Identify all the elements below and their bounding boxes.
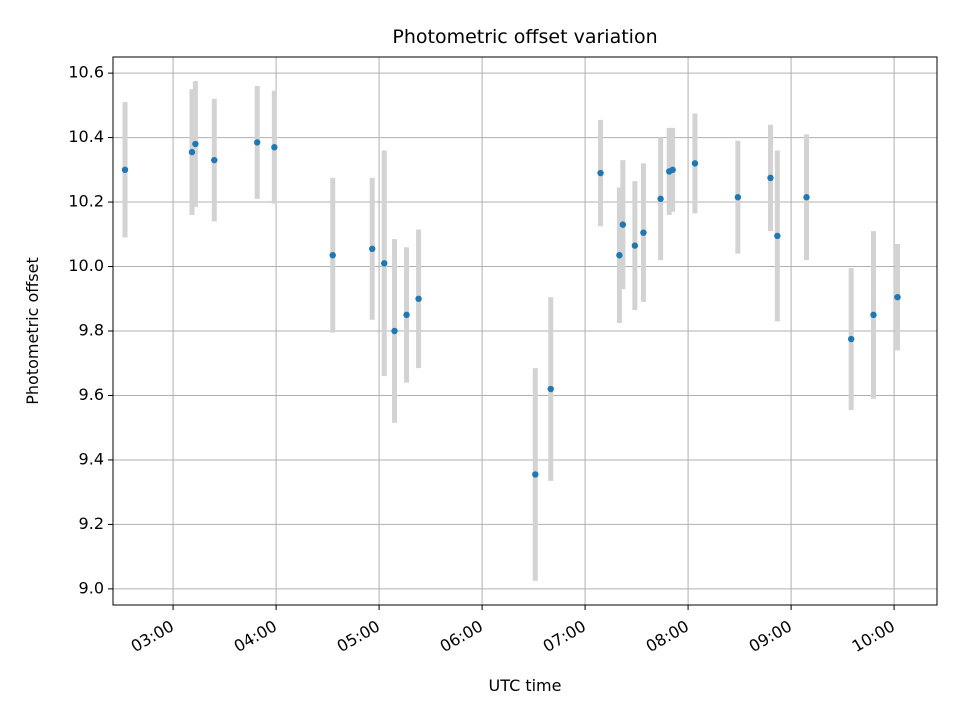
data-point bbox=[734, 194, 742, 201]
y-tick-label: 9.0 bbox=[79, 578, 104, 597]
data-point bbox=[616, 252, 623, 259]
data-point bbox=[192, 140, 199, 148]
data-point bbox=[547, 385, 554, 393]
data-point bbox=[657, 195, 664, 203]
y-tick-label: 9.2 bbox=[79, 514, 104, 533]
y-tick-label: 10.2 bbox=[68, 192, 104, 211]
data-point bbox=[271, 144, 278, 151]
y-tick-label: 9.6 bbox=[79, 385, 104, 404]
x-axis-label: UTC time bbox=[489, 676, 562, 695]
data-point bbox=[847, 335, 855, 343]
chart-title: Photometric offset variation bbox=[392, 26, 657, 48]
y-tick-label: 10.6 bbox=[68, 63, 104, 82]
y-axis: 9.0 9.2 9.4 9.6 9.8 10.0 10.2 10.4 10.6 bbox=[68, 63, 113, 597]
data-point bbox=[415, 295, 422, 302]
data-point bbox=[870, 311, 877, 319]
data-point bbox=[640, 229, 647, 236]
data-point bbox=[254, 139, 261, 146]
grid bbox=[113, 57, 937, 605]
data-point bbox=[369, 245, 376, 252]
data-point bbox=[767, 174, 774, 182]
data-point bbox=[774, 232, 781, 240]
y-tick-label: 10.4 bbox=[68, 127, 104, 146]
data-point bbox=[532, 471, 539, 478]
data-point bbox=[631, 242, 639, 249]
y-tick-label: 9.4 bbox=[79, 449, 104, 468]
data-points bbox=[121, 139, 901, 478]
data-point bbox=[381, 260, 388, 267]
data-point bbox=[188, 148, 196, 156]
data-point bbox=[403, 311, 410, 319]
data-point bbox=[211, 156, 218, 164]
data-point bbox=[597, 169, 604, 177]
data-point bbox=[894, 293, 901, 301]
data-point bbox=[121, 166, 129, 174]
y-tick-label: 9.8 bbox=[79, 321, 104, 340]
data-point bbox=[691, 160, 699, 167]
data-point bbox=[803, 194, 810, 201]
y-axis-label: Photometric offset bbox=[23, 257, 42, 405]
data-point bbox=[391, 327, 398, 335]
data-point bbox=[329, 252, 336, 259]
y-tick-label: 10.0 bbox=[68, 256, 104, 275]
data-point bbox=[619, 221, 627, 228]
data-point bbox=[669, 166, 676, 174]
